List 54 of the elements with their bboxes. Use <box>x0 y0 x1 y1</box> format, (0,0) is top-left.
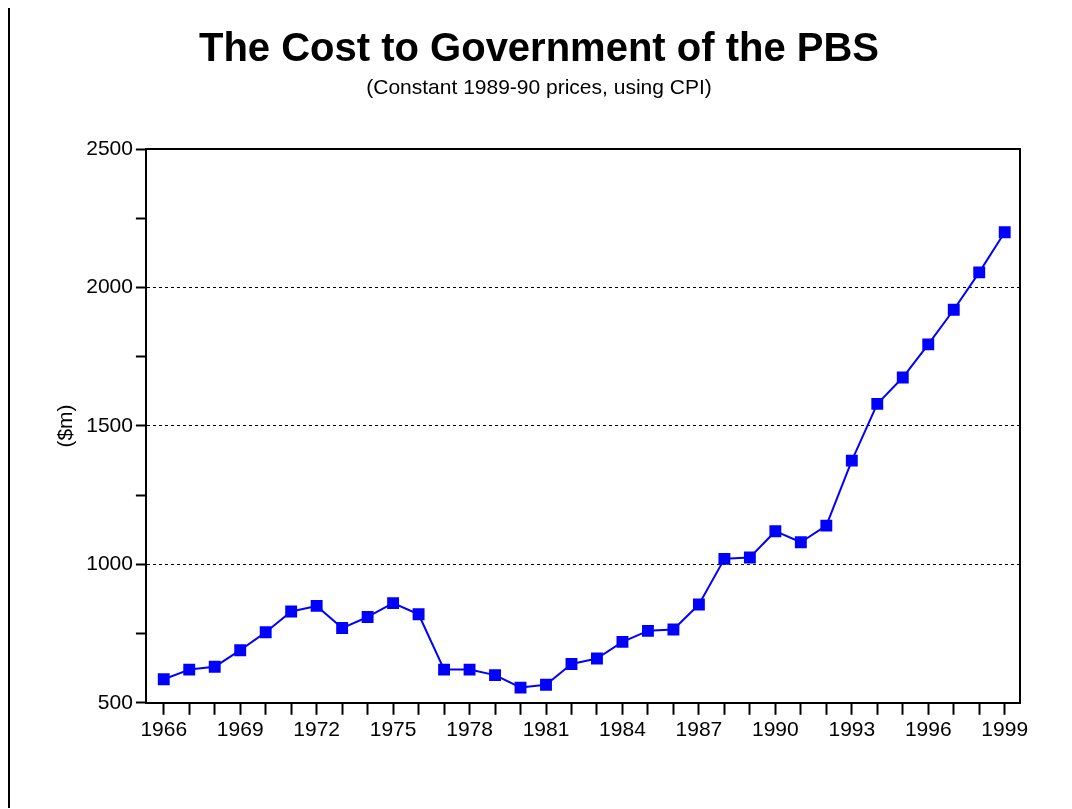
point <box>998 226 1011 239</box>
x-tick-label: 1969 <box>216 717 264 741</box>
chart-title: The Cost to Government of the PBS <box>198 25 880 70</box>
point <box>794 536 807 549</box>
point <box>565 658 578 670</box>
point <box>641 624 654 637</box>
point <box>743 551 756 564</box>
point <box>310 599 323 612</box>
chart-subtitle: (Constant 1989-90 prices, using CPI) <box>366 75 712 99</box>
x-tick-label: 1987 <box>675 717 723 741</box>
y-tick-label: 2000 <box>86 274 133 298</box>
point <box>183 663 196 676</box>
point <box>514 681 527 694</box>
point <box>845 454 858 467</box>
point <box>285 605 298 618</box>
point <box>157 673 170 686</box>
point <box>234 644 247 657</box>
point <box>922 338 935 351</box>
point <box>692 598 705 611</box>
x-tick-label: 1999 <box>981 717 1029 741</box>
point <box>667 623 680 636</box>
y-axis-title: ($m) <box>53 404 77 448</box>
point <box>769 525 782 538</box>
point <box>820 519 833 532</box>
x-tick-label: 1981 <box>522 717 570 741</box>
point <box>896 371 909 384</box>
point <box>616 635 629 648</box>
point <box>973 266 986 279</box>
x-tick-label: 1975 <box>369 717 417 741</box>
x-tick-label: 1996 <box>904 717 952 741</box>
x-tick-label: 1984 <box>599 717 647 741</box>
x-tick-label: 1966 <box>140 717 188 741</box>
y-tick-label: 1000 <box>86 551 133 575</box>
x-tick-label: 1972 <box>293 717 341 741</box>
point <box>540 678 552 691</box>
point <box>438 663 451 676</box>
point <box>718 552 731 565</box>
point <box>947 303 960 316</box>
point <box>259 626 272 639</box>
x-tick-label: 1990 <box>752 717 799 741</box>
point <box>412 608 425 621</box>
y-tick-label: 500 <box>97 689 133 713</box>
y-tick-label: 2500 <box>86 136 133 159</box>
x-tick-label: 1993 <box>828 717 876 741</box>
y-tick-label: 1500 <box>86 412 133 436</box>
point <box>463 663 476 676</box>
point <box>489 669 501 682</box>
x-tick-label: 1978 <box>446 717 493 741</box>
point <box>591 652 603 665</box>
point <box>208 660 221 673</box>
point <box>336 622 349 635</box>
point <box>361 611 374 623</box>
point <box>871 397 884 410</box>
point <box>387 597 400 610</box>
